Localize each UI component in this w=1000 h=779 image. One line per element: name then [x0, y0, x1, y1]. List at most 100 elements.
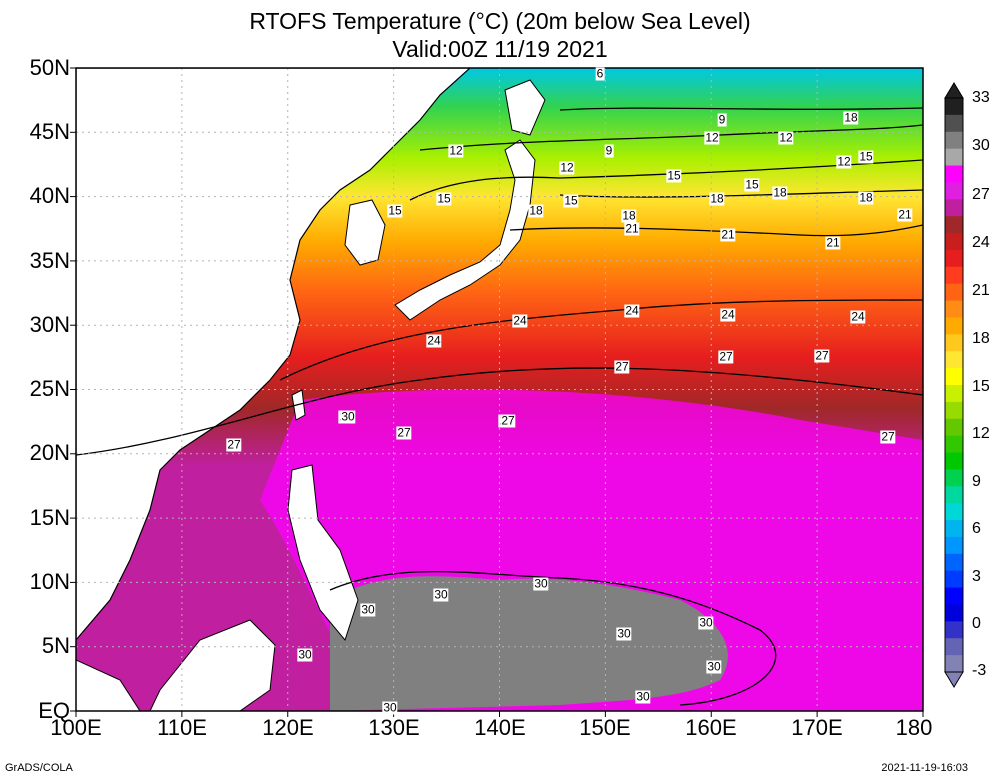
- contour-label: 12: [559, 160, 575, 175]
- isotherm-15: [409, 159, 923, 201]
- korea: [344, 199, 386, 266]
- colorbar-label: 3: [972, 568, 981, 585]
- colorbar-swatch: [945, 148, 963, 167]
- contour-label: 15: [436, 191, 452, 206]
- colorbar-swatch: [945, 266, 963, 285]
- contour-label: 30: [360, 602, 376, 617]
- contour-label: 9: [717, 112, 727, 127]
- lat-label: 35N: [29, 248, 70, 273]
- colorbar-swatch: [945, 182, 963, 200]
- isotherm-24: [279, 299, 923, 381]
- lat-label: 5N: [41, 633, 70, 658]
- contour-label: 12: [836, 154, 852, 169]
- colorbar-label: 18: [972, 330, 990, 347]
- isotherm-21: [509, 224, 923, 237]
- colorbar-label: 6: [972, 520, 981, 537]
- valid-time: Valid:00Z 11/19 2021: [392, 36, 608, 62]
- contour-label: 27: [226, 437, 242, 452]
- colorbar-swatch: [945, 553, 963, 572]
- contour-label: 27: [614, 359, 630, 374]
- lat-label: 10N: [29, 569, 70, 594]
- isotherm-30: [329, 570, 777, 706]
- colorbar-swatch: [945, 199, 963, 217]
- colorbar-swatch: [945, 368, 963, 386]
- colorbar-label: 33: [972, 89, 990, 106]
- colorbar-swatch: [945, 655, 963, 673]
- lat-label: 15N: [29, 505, 70, 530]
- contour-label: 24: [426, 333, 442, 348]
- asia-mainland: [76, 68, 471, 641]
- colorbar-label: 12: [972, 425, 990, 442]
- contour-label: 21: [624, 221, 640, 236]
- colorbar-label: 0: [972, 615, 981, 632]
- colorbar-swatch: [945, 401, 963, 420]
- lon-label: 170E: [791, 715, 843, 740]
- contour-label: 15: [387, 203, 403, 218]
- lat-label: 30N: [29, 312, 70, 337]
- colorbar-swatch: [945, 98, 963, 116]
- colorbar-swatch: [945, 520, 963, 538]
- contour-label: 21: [825, 235, 841, 250]
- contour-label: 30: [533, 576, 549, 591]
- lat-label: 45N: [29, 119, 70, 144]
- contour-label: 24: [512, 313, 528, 328]
- contour-label: 12: [448, 143, 464, 158]
- borneo: [149, 619, 276, 711]
- colorbar-swatch: [945, 452, 963, 470]
- lon-label: 140E: [474, 715, 526, 740]
- philippines: [287, 464, 359, 642]
- colorbar-swatch: [945, 165, 963, 183]
- contour-label: 27: [500, 413, 516, 428]
- japan: [394, 139, 536, 321]
- contour-label: 27: [396, 425, 412, 440]
- lat-label: 20N: [29, 440, 70, 465]
- colorbar-swatch: [945, 114, 963, 133]
- colorbar-swatch: [945, 283, 963, 302]
- contour-label: 24: [720, 307, 736, 322]
- colorbar-swatch: [945, 604, 963, 622]
- contour-label: 6: [595, 66, 605, 81]
- contour-label: 18: [621, 208, 637, 223]
- contour-label: 30: [698, 615, 714, 630]
- colorbar-swatch: [945, 621, 963, 639]
- contour-label: 30: [297, 647, 313, 662]
- lon-label: 150E: [579, 715, 631, 740]
- colorbar-swatch: [945, 587, 963, 605]
- hokkaido: [504, 79, 546, 136]
- colorbar-label: 15: [972, 378, 990, 395]
- contour-label: 18: [528, 203, 544, 218]
- colorbar-swatch: [945, 385, 963, 403]
- contour-label: 30: [340, 409, 356, 424]
- contour-label: 30: [616, 626, 632, 641]
- lon-label: 180: [895, 715, 933, 740]
- malay-peninsula: [76, 659, 141, 711]
- contour-label: 21: [720, 227, 736, 242]
- contour-label: 30: [635, 689, 651, 704]
- colorbar-label: -3: [972, 662, 987, 679]
- contour-label: 27: [814, 348, 830, 363]
- colorbar-swatch: [945, 503, 963, 521]
- colorbar-swatch: [945, 131, 963, 150]
- lat-label: 40N: [29, 183, 70, 208]
- lon-label: 130E: [368, 715, 420, 740]
- colorbar-swatch: [945, 469, 963, 487]
- lat-label: EQ: [38, 698, 70, 723]
- colorbar-min-arrow: [944, 671, 964, 688]
- colorbar-max-arrow: [944, 82, 964, 99]
- colorbar-swatch: [945, 486, 963, 504]
- colorbar-frame: [944, 97, 964, 673]
- lon-label: 110E: [157, 715, 207, 740]
- lon-label: 100E: [50, 715, 102, 740]
- colorbar-swatch: [945, 418, 963, 437]
- contour-label: 12: [778, 130, 794, 145]
- colorbar-swatch: [945, 233, 963, 251]
- colorbar-swatch: [945, 249, 963, 268]
- contour-label: 12: [704, 130, 720, 145]
- contour-label: 15: [744, 177, 760, 192]
- isotherm-9: [559, 107, 923, 111]
- contour-label: 18: [843, 110, 859, 125]
- contour-label: 30: [433, 587, 449, 602]
- contour-label: 18: [709, 191, 725, 206]
- colorbar-swatch: [945, 536, 963, 555]
